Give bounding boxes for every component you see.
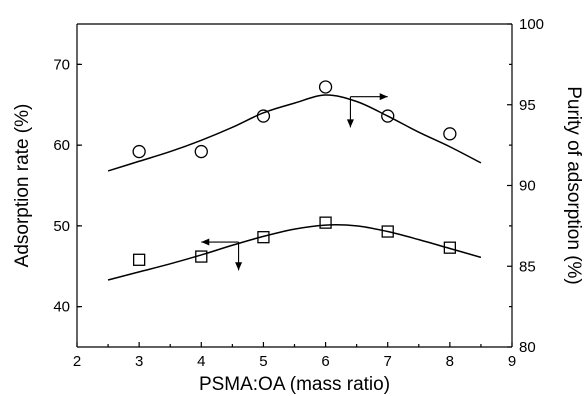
data-markers — [132, 80, 457, 266]
left-tick-label: 40 — [53, 299, 70, 316]
right-indicator-down-head — [346, 119, 354, 128]
x-tick-label: 5 — [259, 353, 267, 370]
x-axis-title: PSMA:OA (mass ratio) — [199, 374, 390, 395]
square-marker — [195, 250, 208, 263]
square-marker — [132, 253, 146, 266]
circle-marker — [318, 80, 333, 94]
right-tick-label: 100 — [519, 16, 544, 33]
square-marker — [443, 241, 457, 254]
circle-marker — [381, 109, 395, 123]
x-tick-label: 3 — [135, 353, 143, 370]
x-tick-label: 7 — [384, 353, 392, 370]
right-fit-curve — [107, 94, 482, 172]
ticks: 2 3 4 5 6 7 8 9 40 50 60 70 80 85 90 95 100 — [53, 16, 544, 370]
left-y-axis-title: Adsorption rate (%) — [12, 104, 33, 268]
right-indicator-head — [379, 93, 388, 101]
circle-marker — [256, 109, 271, 123]
right-tick-label: 90 — [519, 178, 536, 195]
circle-marker — [132, 144, 146, 159]
x-tick-label: 4 — [197, 353, 205, 370]
square-marker — [257, 231, 270, 244]
right-y-axis-title: Purity of adsorption (%) — [563, 86, 584, 285]
circle-marker — [194, 144, 208, 159]
x-tick-label: 6 — [321, 353, 329, 370]
right-tick-label: 95 — [519, 97, 536, 114]
right-tick-label: 85 — [519, 258, 536, 275]
left-tick-label: 50 — [53, 218, 70, 235]
square-marker — [319, 216, 332, 229]
axis-indicator-arrows — [201, 93, 388, 271]
axes — [76, 23, 513, 348]
x-tick-label: 8 — [446, 353, 454, 370]
x-tick-label: 2 — [73, 353, 81, 370]
circle-marker — [443, 127, 457, 141]
left-indicator-down-head — [235, 262, 243, 271]
right-tick-label: 80 — [519, 339, 536, 356]
left-indicator-head — [201, 238, 210, 246]
square-marker — [381, 225, 394, 238]
left-tick-label: 60 — [53, 137, 70, 154]
x-tick-label: 9 — [508, 353, 516, 370]
left-fit-curve — [107, 224, 482, 281]
left-tick-label: 70 — [53, 56, 70, 73]
fit-curves — [107, 94, 482, 281]
